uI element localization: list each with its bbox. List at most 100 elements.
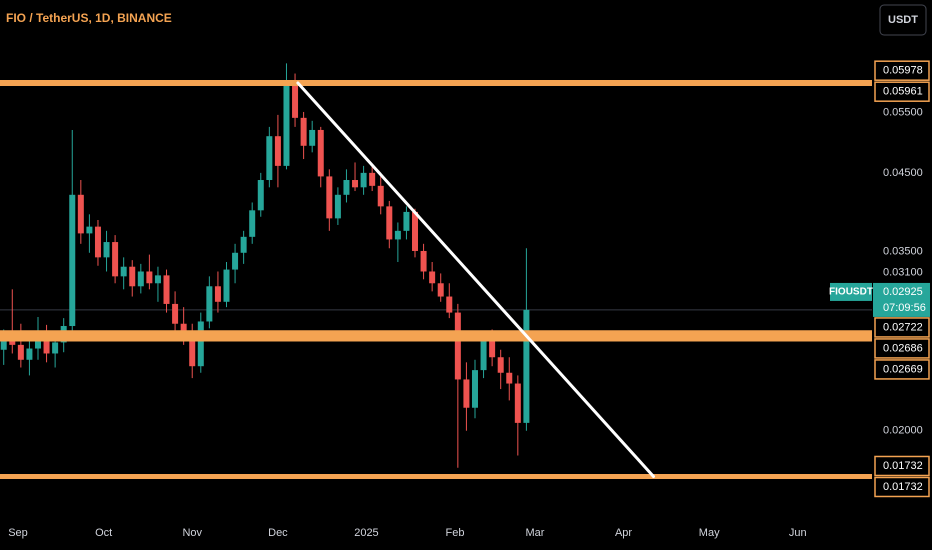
candle-body (206, 286, 213, 322)
candle-body (429, 271, 436, 284)
symbol-label-box (830, 282, 872, 301)
y-tick-label: 0.04500 (883, 167, 923, 179)
candle-body (480, 341, 487, 371)
candle-body (412, 211, 419, 251)
candle-body (52, 342, 59, 354)
candle-body (420, 250, 427, 272)
level-label: 0.05978 (883, 65, 923, 77)
candle-body (523, 309, 530, 423)
candle-body (454, 312, 461, 380)
y-tick-label: 0.03100 (883, 266, 923, 278)
y-tick-label: 0.02000 (883, 425, 923, 437)
currency-button-label[interactable]: USDT (888, 14, 918, 26)
y-tick-label: 0.03500 (883, 245, 923, 257)
candle-body (180, 323, 187, 333)
candle-body (103, 242, 110, 258)
candle-body (257, 180, 264, 211)
candle-body (189, 332, 196, 367)
candle-body (352, 180, 359, 188)
x-tick-label: 2025 (354, 527, 378, 539)
candle-body (317, 129, 324, 177)
level-label-box (874, 359, 930, 380)
level-label: 0.02669 (883, 363, 923, 375)
candle-body (146, 271, 153, 284)
trendline (296, 81, 656, 478)
candle-body (69, 194, 76, 327)
candle-body (360, 172, 367, 188)
candle-body (394, 230, 401, 240)
price-label: 0.02925 (883, 286, 923, 298)
candle-body (497, 357, 504, 373)
x-tick-label: Mar (525, 527, 544, 539)
level-label-box (874, 338, 930, 359)
currency-button[interactable] (879, 4, 927, 36)
countdown: 07:09:56 (883, 302, 926, 314)
candle-body (120, 266, 127, 277)
x-tick-label: Oct (95, 527, 112, 539)
candle-body (514, 383, 521, 423)
candle-body (17, 344, 24, 360)
candle-body (437, 283, 444, 297)
candle-body (94, 226, 101, 258)
price-label-box (873, 282, 930, 317)
candle-body (137, 271, 144, 287)
level-label-box (874, 81, 930, 102)
candle-body (172, 303, 179, 324)
candle-body (369, 172, 376, 186)
candle-body (240, 236, 247, 253)
candle-body (386, 206, 393, 240)
x-tick-label: Nov (182, 527, 202, 539)
x-tick-label: May (699, 527, 720, 539)
candle-body (283, 81, 290, 166)
x-tick-label: Apr (615, 527, 632, 539)
candle-body (300, 117, 307, 146)
candle-body (26, 348, 33, 360)
candle-body (249, 210, 256, 237)
candle-body (34, 335, 41, 349)
level-label-box (874, 317, 930, 338)
candle-body (471, 370, 478, 408)
candle-body (0, 340, 7, 350)
candle-body (129, 266, 136, 287)
level-label-box (874, 60, 930, 81)
candle-body (309, 129, 316, 146)
level-label: 0.05961 (883, 86, 923, 98)
candle-body (489, 341, 496, 358)
level-label: 0.02722 (883, 321, 923, 333)
candle-body (154, 275, 161, 284)
candle-body (197, 321, 204, 367)
candle-body (77, 194, 84, 234)
candle-body (274, 136, 281, 166)
candle-body (43, 335, 50, 354)
x-tick-label: Dec (268, 527, 288, 539)
candle-body (403, 211, 410, 231)
candle-body (266, 136, 273, 181)
candle-body (326, 176, 333, 219)
chart-title: FIO / TetherUS, 1D, BINANCE (6, 11, 172, 25)
x-tick-label: Sep (8, 527, 28, 539)
candle-body (9, 340, 16, 345)
candle-body (112, 242, 119, 277)
candle-body (463, 379, 470, 408)
level-label: 0.01732 (883, 481, 923, 493)
level-label-box (874, 476, 930, 498)
candle-body (232, 252, 239, 270)
symbol-label: FIOUSDT (829, 287, 873, 298)
plot-area (0, 63, 872, 479)
candle-body (334, 194, 341, 219)
candle-body (343, 180, 350, 195)
x-tick-label: Jun (789, 527, 807, 539)
candle-body (163, 275, 170, 304)
x-tick-label: Feb (446, 527, 465, 539)
candle-body (223, 269, 230, 302)
level-label: 0.01732 (883, 460, 923, 472)
candle-body (377, 185, 384, 207)
y-tick-label: 0.05500 (883, 107, 923, 119)
candle-body (292, 81, 299, 118)
candle-body (86, 226, 93, 234)
candle-body (446, 296, 453, 313)
level-label: 0.02686 (883, 342, 923, 354)
